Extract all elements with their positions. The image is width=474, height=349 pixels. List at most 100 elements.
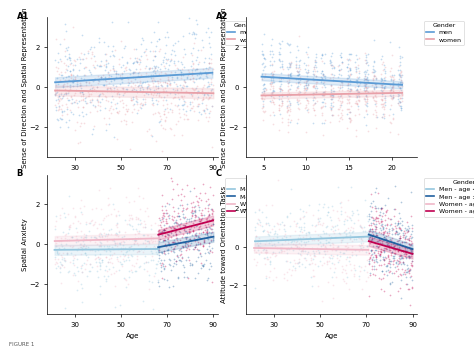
Point bbox=[279, 63, 286, 69]
Point bbox=[189, 232, 196, 237]
Point bbox=[146, 87, 154, 92]
Point bbox=[337, 79, 345, 85]
Point bbox=[158, 192, 166, 198]
Point bbox=[349, 225, 356, 230]
Point bbox=[170, 260, 178, 265]
Point bbox=[408, 225, 415, 231]
Point bbox=[149, 235, 157, 240]
Point bbox=[296, 259, 303, 265]
Point bbox=[105, 256, 112, 262]
Point bbox=[409, 228, 416, 234]
Point bbox=[137, 72, 145, 78]
Point bbox=[149, 245, 157, 251]
Point bbox=[361, 71, 368, 76]
Point bbox=[401, 234, 409, 240]
Point bbox=[408, 258, 415, 264]
Point bbox=[395, 261, 402, 266]
Point bbox=[328, 62, 336, 68]
Point bbox=[111, 242, 119, 248]
Point bbox=[191, 208, 199, 213]
Point bbox=[372, 218, 380, 223]
Point bbox=[86, 46, 94, 52]
Point bbox=[73, 265, 81, 270]
Point bbox=[269, 85, 276, 91]
Point bbox=[380, 226, 387, 232]
Point bbox=[362, 87, 370, 92]
Point bbox=[151, 89, 159, 95]
Point bbox=[164, 76, 172, 82]
Point bbox=[200, 59, 208, 65]
Point bbox=[179, 222, 187, 228]
Point bbox=[311, 261, 319, 267]
Point bbox=[371, 189, 378, 195]
Point bbox=[405, 267, 413, 273]
Point bbox=[407, 236, 414, 241]
Point bbox=[335, 118, 343, 123]
Point bbox=[319, 91, 326, 97]
Point bbox=[392, 184, 399, 189]
Point bbox=[379, 59, 386, 65]
Point bbox=[62, 258, 69, 263]
Point bbox=[88, 207, 95, 212]
Point bbox=[146, 48, 154, 53]
Point bbox=[350, 265, 358, 271]
Point bbox=[173, 88, 181, 93]
Point bbox=[101, 67, 109, 73]
Point bbox=[150, 29, 158, 35]
Point bbox=[168, 196, 176, 202]
Point bbox=[156, 217, 164, 223]
Point bbox=[118, 261, 126, 267]
Point bbox=[155, 228, 163, 233]
Point bbox=[165, 257, 173, 262]
Point bbox=[118, 74, 126, 80]
Point bbox=[122, 284, 129, 290]
Point bbox=[209, 237, 217, 243]
Point bbox=[318, 55, 325, 61]
Point bbox=[155, 228, 162, 233]
Point bbox=[181, 193, 188, 199]
Point bbox=[268, 202, 276, 208]
Point bbox=[72, 273, 79, 278]
Point bbox=[132, 238, 140, 243]
Point bbox=[372, 75, 380, 81]
Point bbox=[325, 233, 333, 238]
Point bbox=[192, 213, 200, 218]
Point bbox=[255, 206, 263, 211]
Point bbox=[321, 117, 328, 122]
Point bbox=[209, 193, 217, 198]
Point bbox=[332, 265, 339, 270]
Point bbox=[353, 100, 360, 106]
Point bbox=[204, 196, 211, 201]
Point bbox=[381, 288, 388, 294]
Point bbox=[401, 267, 409, 273]
Point bbox=[266, 82, 274, 87]
Point bbox=[68, 110, 75, 115]
Point bbox=[293, 68, 301, 73]
Point bbox=[407, 213, 414, 218]
Point bbox=[264, 229, 271, 234]
Point bbox=[301, 105, 309, 111]
Point bbox=[392, 225, 400, 231]
Point bbox=[261, 255, 269, 260]
Point bbox=[204, 106, 211, 112]
Point bbox=[115, 212, 123, 218]
Point bbox=[350, 262, 358, 268]
Point bbox=[136, 263, 143, 269]
Point bbox=[87, 234, 95, 239]
Point bbox=[65, 238, 73, 243]
Point bbox=[270, 79, 277, 85]
Point bbox=[106, 105, 113, 111]
Point bbox=[400, 232, 408, 238]
Point bbox=[177, 59, 185, 65]
Point bbox=[380, 85, 387, 91]
Point bbox=[346, 89, 354, 94]
Point bbox=[270, 72, 277, 77]
Point bbox=[268, 69, 276, 75]
Point bbox=[185, 242, 192, 247]
Point bbox=[268, 242, 276, 247]
Point bbox=[180, 222, 188, 227]
Point bbox=[337, 93, 345, 98]
Point bbox=[200, 108, 208, 113]
Point bbox=[383, 243, 391, 248]
Point bbox=[381, 258, 388, 263]
